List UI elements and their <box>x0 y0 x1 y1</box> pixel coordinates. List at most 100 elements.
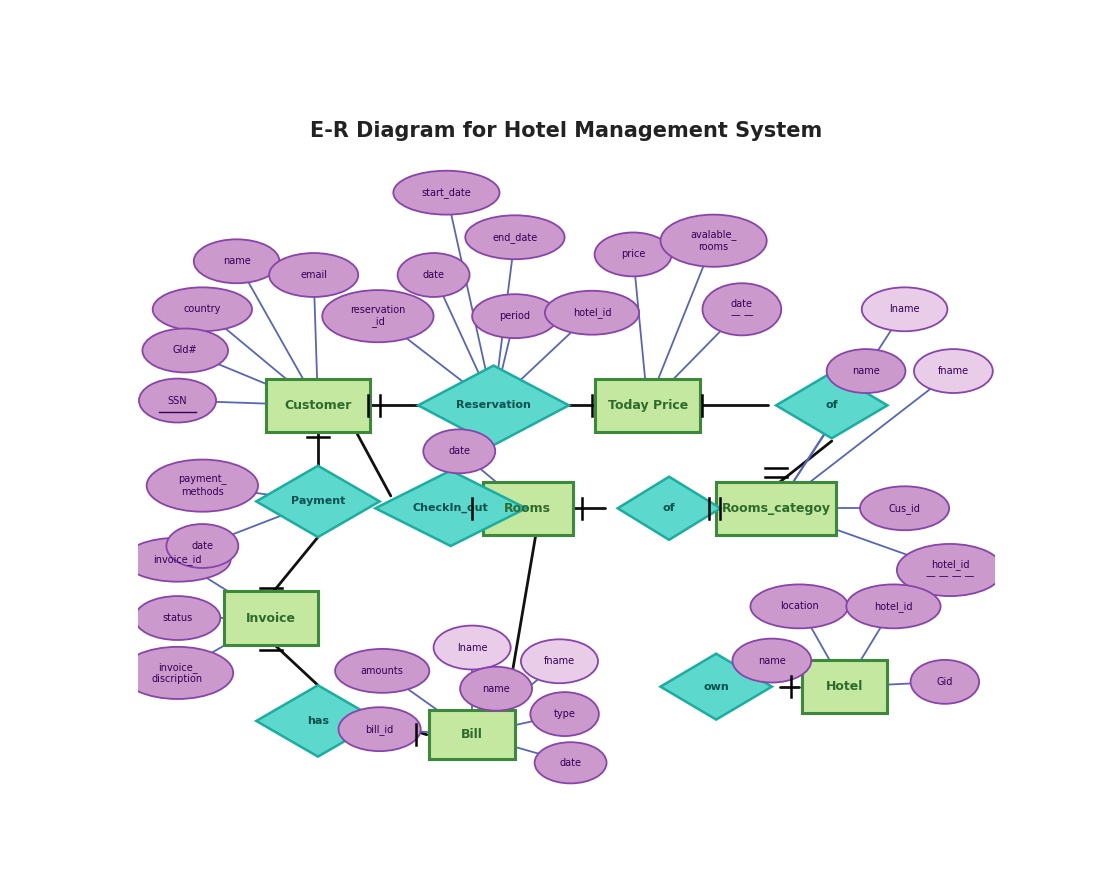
Ellipse shape <box>465 216 565 259</box>
Ellipse shape <box>125 538 231 582</box>
Ellipse shape <box>423 429 495 473</box>
Text: name: name <box>852 366 880 376</box>
Text: fname: fname <box>938 366 969 376</box>
Ellipse shape <box>460 666 533 711</box>
Ellipse shape <box>122 647 233 699</box>
Text: bill_id: bill_id <box>366 723 393 735</box>
Ellipse shape <box>335 649 429 693</box>
Ellipse shape <box>139 379 217 422</box>
Ellipse shape <box>661 215 767 266</box>
Text: price: price <box>621 249 645 259</box>
Ellipse shape <box>530 692 599 736</box>
Text: date: date <box>449 446 471 456</box>
Ellipse shape <box>433 625 511 669</box>
Text: CheckIn_out: CheckIn_out <box>413 503 488 513</box>
Text: period: period <box>499 311 530 321</box>
Ellipse shape <box>862 288 947 331</box>
FancyBboxPatch shape <box>716 481 836 535</box>
Ellipse shape <box>733 639 811 683</box>
Text: Reservation: Reservation <box>456 400 532 411</box>
Text: invoice_id: invoice_id <box>154 554 202 565</box>
FancyBboxPatch shape <box>429 710 515 759</box>
Text: country: country <box>183 305 221 315</box>
Text: lname: lname <box>456 642 487 652</box>
Text: of: of <box>825 400 838 411</box>
FancyBboxPatch shape <box>483 481 572 535</box>
Text: date: date <box>559 758 581 768</box>
Text: Gid: Gid <box>937 677 953 687</box>
Ellipse shape <box>897 544 1003 596</box>
Text: date: date <box>422 270 444 280</box>
Text: hotel_id
— — — —: hotel_id — — — — <box>926 559 975 581</box>
Text: reservation
_id: reservation _id <box>350 305 406 327</box>
Ellipse shape <box>911 660 979 704</box>
Text: email: email <box>301 270 327 280</box>
Text: amounts: amounts <box>360 666 403 676</box>
Polygon shape <box>661 654 771 720</box>
Text: Rooms: Rooms <box>504 502 551 515</box>
Ellipse shape <box>147 460 257 511</box>
Text: lname: lname <box>890 305 919 315</box>
Text: Customer: Customer <box>284 399 351 412</box>
Text: E-R Diagram for Hotel Management System: E-R Diagram for Hotel Management System <box>311 121 822 141</box>
Text: date: date <box>191 541 213 551</box>
Polygon shape <box>376 470 526 546</box>
Ellipse shape <box>167 524 239 568</box>
Text: Cus_id: Cus_id <box>888 503 920 514</box>
Ellipse shape <box>914 349 992 393</box>
Polygon shape <box>256 466 380 537</box>
Text: date
— —: date — — <box>730 298 754 320</box>
Text: status: status <box>162 613 192 623</box>
Ellipse shape <box>703 283 781 335</box>
Ellipse shape <box>535 742 607 783</box>
Ellipse shape <box>860 486 949 530</box>
Ellipse shape <box>545 290 639 335</box>
Text: Payment: Payment <box>291 496 345 506</box>
Ellipse shape <box>193 240 280 283</box>
Text: Hotel: Hotel <box>825 680 863 693</box>
Text: hotel_id: hotel_id <box>874 601 913 612</box>
FancyBboxPatch shape <box>223 592 318 645</box>
Text: has: has <box>307 716 329 726</box>
Text: name: name <box>758 656 786 666</box>
Ellipse shape <box>520 640 598 683</box>
Text: Bill: Bill <box>461 728 483 741</box>
FancyBboxPatch shape <box>802 660 887 714</box>
Ellipse shape <box>827 349 905 393</box>
Ellipse shape <box>594 233 672 276</box>
Ellipse shape <box>750 584 848 628</box>
Polygon shape <box>418 365 569 446</box>
Text: own: own <box>703 682 729 691</box>
Text: Invoice: Invoice <box>246 611 296 625</box>
Text: invoice_
discription: invoice_ discription <box>152 662 203 684</box>
Ellipse shape <box>135 596 220 640</box>
Ellipse shape <box>323 290 433 342</box>
Text: name: name <box>482 683 511 694</box>
Ellipse shape <box>398 253 470 297</box>
Ellipse shape <box>338 707 421 751</box>
Text: name: name <box>223 257 251 266</box>
Text: type: type <box>554 709 576 719</box>
Polygon shape <box>776 372 887 438</box>
Ellipse shape <box>846 584 940 628</box>
FancyBboxPatch shape <box>265 379 370 432</box>
Ellipse shape <box>393 171 499 215</box>
Text: location: location <box>780 601 819 611</box>
Text: of: of <box>663 503 675 513</box>
Polygon shape <box>256 685 380 756</box>
Text: fname: fname <box>544 657 575 666</box>
Ellipse shape <box>270 253 358 297</box>
Text: end_date: end_date <box>493 232 537 242</box>
Text: hotel_id: hotel_id <box>572 307 611 318</box>
Text: GId#: GId# <box>172 346 198 356</box>
Ellipse shape <box>143 329 228 372</box>
Text: avalable_
rooms: avalable_ rooms <box>691 230 737 252</box>
Text: Rooms_categoy: Rooms_categoy <box>722 502 831 515</box>
Text: payment_
methods: payment_ methods <box>178 475 227 496</box>
Ellipse shape <box>152 288 252 331</box>
Ellipse shape <box>472 294 558 338</box>
Text: SSN: SSN <box>168 396 188 405</box>
Polygon shape <box>618 477 720 540</box>
Text: Today Price: Today Price <box>608 399 687 412</box>
FancyBboxPatch shape <box>596 379 699 432</box>
